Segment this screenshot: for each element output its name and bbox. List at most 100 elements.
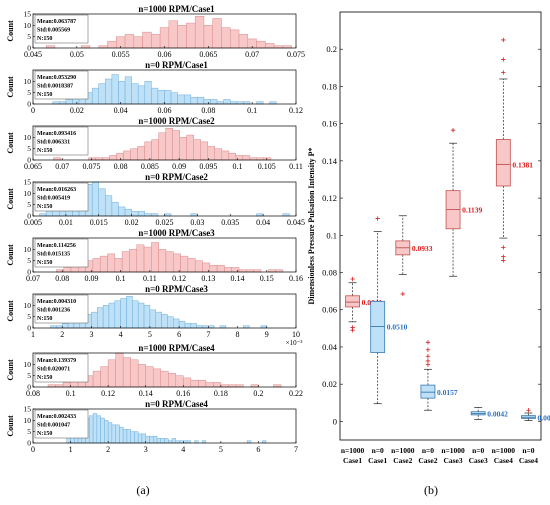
x-tick-label: 4 bbox=[119, 330, 123, 339]
x-tick-label: 0.1 bbox=[66, 389, 76, 398]
stats-line: Std:0.006331 bbox=[37, 140, 70, 146]
x-tick-label: 0.04 bbox=[114, 106, 128, 115]
histogram-bar bbox=[231, 267, 240, 273]
x-tick-label: 1 bbox=[31, 330, 35, 339]
histogram-bar bbox=[123, 150, 131, 161]
outlier-marker bbox=[350, 328, 355, 333]
histogram-y-label: Count bbox=[6, 132, 15, 154]
stats-box bbox=[34, 353, 89, 383]
histogram-bar bbox=[126, 429, 131, 444]
histogram-bar bbox=[104, 420, 109, 444]
y-tick-label: 0.16 bbox=[322, 119, 337, 129]
histogram-bar bbox=[114, 300, 121, 329]
x-tick-label: 0.06 bbox=[158, 50, 172, 59]
histogram-bar bbox=[200, 141, 208, 161]
histogram-bar bbox=[130, 359, 139, 388]
histogram-bar bbox=[194, 16, 205, 49]
stats-line: Std:0.015135 bbox=[37, 252, 70, 258]
histogram-bar bbox=[144, 141, 152, 161]
histogram-bar bbox=[242, 155, 251, 161]
stats-line: Mean:0.004310 bbox=[37, 299, 76, 305]
histogram-bar bbox=[137, 302, 145, 329]
histogram-y-label: Count bbox=[6, 188, 15, 210]
histogram-bar bbox=[165, 128, 173, 161]
category-label-line2: Case1 bbox=[368, 456, 387, 465]
y-tick-label: 0 bbox=[27, 439, 31, 448]
x-tick-label: 6 bbox=[177, 330, 181, 339]
histogram-frame bbox=[32, 352, 297, 388]
histogram-bar bbox=[144, 81, 152, 105]
x-tick-label: 0 bbox=[31, 106, 35, 115]
stats-line: N:150 bbox=[37, 431, 52, 437]
stats-box bbox=[34, 409, 89, 439]
histogram-bar bbox=[98, 188, 106, 217]
median-label: 0.1381 bbox=[512, 160, 533, 169]
x-tick-label: 0.12 bbox=[101, 389, 115, 398]
histogram-bar bbox=[91, 181, 100, 217]
x-tick-label: 0.075 bbox=[82, 162, 100, 171]
x-exponent-label: ×10⁻³ bbox=[286, 339, 303, 347]
histogram-title: n=0 RPM/Case1 bbox=[145, 60, 208, 70]
histogram-y-label: Count bbox=[6, 20, 15, 42]
histogram-bar bbox=[216, 264, 225, 273]
x-tick-label: 0.1 bbox=[233, 162, 243, 171]
x-tick-label: 0.065 bbox=[24, 162, 42, 171]
histogram-bar bbox=[136, 244, 145, 273]
x-tick-label: 0.055 bbox=[112, 50, 130, 59]
y-tick-label: 15 bbox=[24, 405, 32, 414]
histogram-bar bbox=[149, 435, 154, 444]
y-tick-label: 10 bbox=[24, 133, 32, 142]
stats-line: Mean:0.063787 bbox=[37, 19, 76, 25]
x-tick-label: 0.01 bbox=[59, 218, 73, 227]
category-label-line1: n=0 bbox=[522, 446, 534, 455]
category-label-line2: Case2 bbox=[393, 456, 412, 465]
histogram-bar bbox=[173, 253, 181, 273]
y-tick-label: 5 bbox=[27, 427, 31, 436]
histogram-bar bbox=[130, 431, 135, 444]
histogram-y-label: Count bbox=[6, 244, 15, 266]
box-body bbox=[420, 384, 436, 399]
y-tick-label: 15 bbox=[24, 178, 32, 187]
histogram-bar bbox=[98, 83, 106, 105]
histogram-bar bbox=[224, 267, 232, 273]
histogram-bar bbox=[151, 242, 159, 273]
y-tick-label: 0 bbox=[333, 416, 337, 426]
histogram-bar bbox=[131, 211, 139, 217]
histogram-bar bbox=[63, 267, 72, 273]
histogram-bar bbox=[177, 94, 185, 105]
histogram-bar bbox=[256, 40, 266, 49]
x-tick-label: 5 bbox=[148, 330, 152, 339]
histogram-bar bbox=[190, 323, 197, 329]
x-tick-label: 0.045 bbox=[24, 50, 42, 59]
x-tick-label: 0.06 bbox=[158, 106, 172, 115]
histogram-bar bbox=[100, 366, 109, 388]
category-label-line1: n=0 bbox=[422, 446, 434, 455]
histogram-bar bbox=[186, 134, 194, 161]
histogram-bar bbox=[97, 307, 104, 329]
histogram-bar bbox=[164, 90, 172, 105]
stats-box bbox=[34, 238, 89, 268]
y-tick-label: 10 bbox=[24, 21, 32, 30]
x-tick-label: 0.12 bbox=[289, 106, 303, 115]
histogram-1: n=1000 RPM/Case1 0.045 0.05 0.055 0.06 0.065 0… bbox=[6, 4, 305, 59]
category-label-line2: Case4 bbox=[494, 456, 513, 465]
histogram-bar bbox=[167, 316, 174, 329]
x-tick-label: 5 bbox=[219, 445, 223, 454]
histogram-y-label: Count bbox=[6, 359, 15, 381]
histogram-bar bbox=[137, 85, 146, 105]
histogram-frame bbox=[32, 237, 297, 273]
x-tick-label: 0.1 bbox=[247, 106, 257, 115]
histogram-y-label: Count bbox=[6, 76, 15, 98]
histogram-bar bbox=[105, 195, 113, 217]
histogram-bar bbox=[230, 29, 240, 49]
histogram-bar bbox=[132, 300, 139, 329]
y-tick-label: 10 bbox=[24, 301, 32, 310]
x-tick-label: 7 bbox=[294, 445, 298, 454]
category-label-line1: n=1000 bbox=[391, 446, 415, 455]
histogram-frame bbox=[32, 293, 297, 329]
x-tick-label: 0.09 bbox=[84, 274, 98, 283]
x-tick-label: 3 bbox=[89, 330, 93, 339]
